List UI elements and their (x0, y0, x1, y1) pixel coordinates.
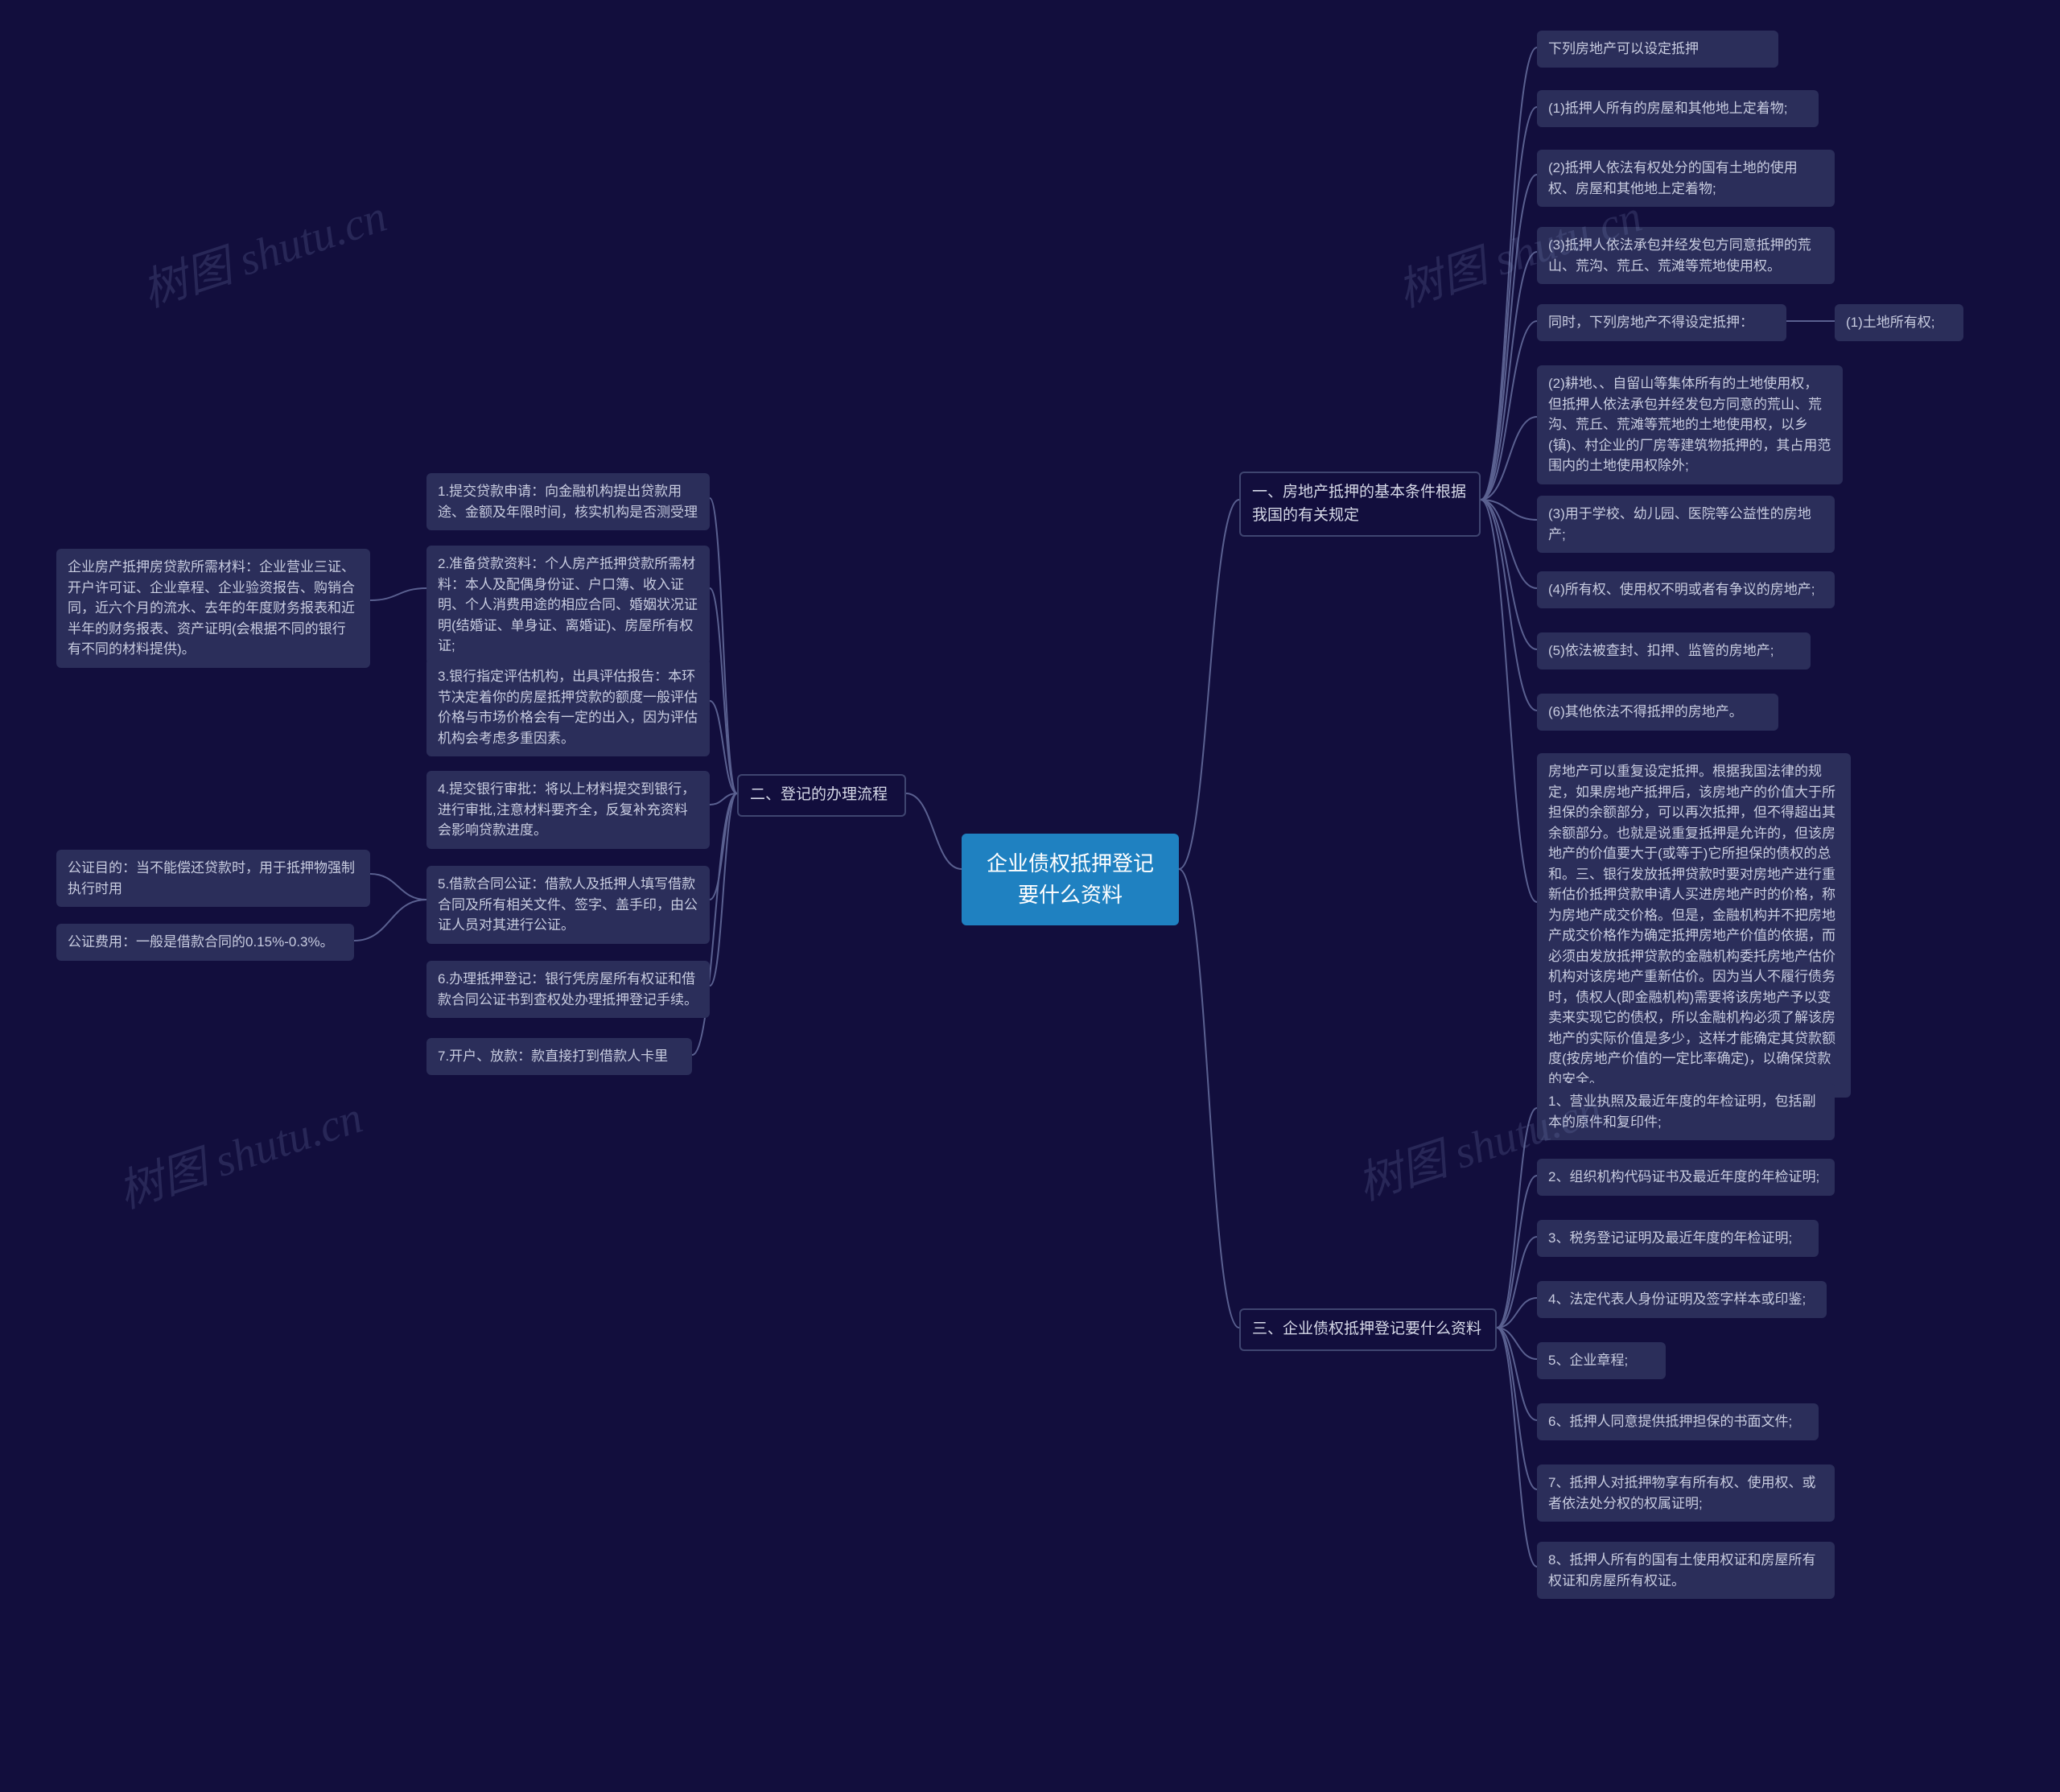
leaf-2-4: 5、企业章程; (1537, 1342, 1666, 1379)
leaf-0-5: (2)耕地、、自留山等集体所有的土地使用权，但抵押人依法承包并经发包方同意的荒山… (1537, 365, 1843, 484)
leaf-0-2: (2)抵押人依法有权处分的国有土地的使用权、房屋和其他地上定着物; (1537, 150, 1835, 207)
leaf-1-4-1: 公证费用：一般是借款合同的0.15%-0.3%。 (56, 924, 354, 961)
leaf-0-1: (1)抵押人所有的房屋和其他地上定着物; (1537, 90, 1819, 127)
leaf-1-4: 5.借款合同公证：借款人及抵押人填写借款合同及所有相关文件、签字、盖手印，由公证… (426, 866, 710, 944)
leaf-0-7: (4)所有权、使用权不明或者有争议的房地产; (1537, 571, 1835, 608)
leaf-2-5: 6、抵押人同意提供抵押担保的书面文件; (1537, 1403, 1819, 1440)
leaf-2-6: 7、抵押人对抵押物享有所有权、使用权、或者依法处分权的权属证明; (1537, 1464, 1835, 1522)
leaf-1-5: 6.办理抵押登记：银行凭房屋所有权证和借款合同公证书到查权处办理抵押登记手续。 (426, 961, 710, 1018)
leaf-0-0: 下列房地产可以设定抵押 (1537, 31, 1778, 68)
branch-2: 三、企业债权抵押登记要什么资料 (1239, 1308, 1497, 1351)
leaf-0-6: (3)用于学校、幼儿园、医院等公益性的房地产; (1537, 496, 1835, 553)
root-node: 企业债权抵押登记要什么资料 (962, 834, 1179, 925)
branch-1: 二、登记的办理流程 (737, 774, 906, 817)
leaf-1-3: 4.提交银行审批：将以上材料提交到银行，进行审批,注意材料要齐全，反复补充资料会… (426, 771, 710, 849)
leaf-0-9: (6)其他依法不得抵押的房地产。 (1537, 694, 1778, 731)
leaf-1-0: 1.提交贷款申请：向金融机构提出贷款用途、金额及年限时间，核实机构是否测受理 (426, 473, 710, 530)
leaf-2-0: 1、营业执照及最近年度的年检证明，包括副本的原件和复印件; (1537, 1083, 1835, 1140)
leaf-0-4-0: (1)土地所有权; (1835, 304, 1963, 341)
leaf-0-3: (3)抵押人依法承包并经发包方同意抵押的荒山、荒沟、荒丘、荒滩等荒地使用权。 (1537, 227, 1835, 284)
branch-0: 一、房地产抵押的基本条件根据我国的有关规定 (1239, 472, 1481, 537)
leaf-1-1: 2.准备贷款资料：个人房产抵押贷款所需材料：本人及配偶身份证、户口簿、收入证明、… (426, 546, 710, 665)
watermark-0: 树图 shutu.cn (133, 179, 393, 319)
leaf-1-1-0: 企业房产抵押房贷款所需材料：企业营业三证、开户许可证、企业章程、企业验资报告、购… (56, 549, 370, 668)
leaf-1-2: 3.银行指定评估机构，出具评估报告：本环节决定着你的房屋抵押贷款的额度一般评估价… (426, 658, 710, 756)
leaf-2-3: 4、法定代表人身份证明及签字样本或印鉴; (1537, 1281, 1827, 1318)
leaf-0-8: (5)依法被查封、扣押、监管的房地产; (1537, 632, 1811, 669)
watermark-2: 树图 shutu.cn (109, 1081, 369, 1221)
leaf-2-7: 8、抵押人所有的国有土使用权证和房屋所有权证和房屋所有权证。 (1537, 1542, 1835, 1599)
leaf-1-6: 7.开户、放款：款直接打到借款人卡里 (426, 1038, 692, 1075)
leaf-0-4: 同时，下列房地产不得设定抵押： (1537, 304, 1786, 341)
leaf-0-10: 房地产可以重复设定抵押。根据我国法律的规定，如果房地产抵押后，该房地产的价值大于… (1537, 753, 1851, 1098)
leaf-1-4-0: 公证目的：当不能偿还贷款时，用于抵押物强制执行时用 (56, 850, 370, 907)
leaf-2-1: 2、组织机构代码证书及最近年度的年检证明; (1537, 1159, 1835, 1196)
leaf-2-2: 3、税务登记证明及最近年度的年检证明; (1537, 1220, 1819, 1257)
